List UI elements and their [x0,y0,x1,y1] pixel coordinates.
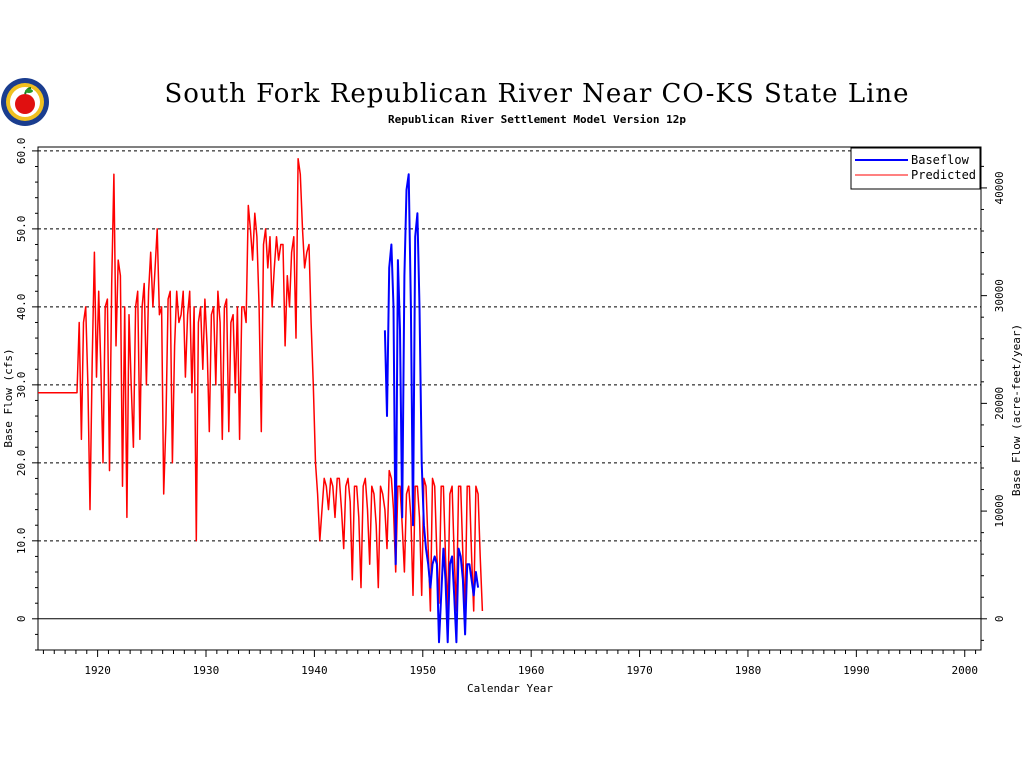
y-right-tick-label: 10000 [993,495,1006,528]
x-axis-label: Calendar Year [467,682,553,695]
y-axis-label-left: Base Flow (cfs) [2,348,15,447]
y-tick-label: 20.0 [15,450,28,477]
y-axis-label-right: Base Flow (acre-feet/year) [1010,324,1023,496]
y-right-tick-label: 0 [993,615,1006,622]
x-tick-label: 1950 [410,664,437,677]
legend-box [850,147,981,190]
x-tick-label: 1960 [518,664,545,677]
plot-frame [37,146,982,651]
legend-label-baseflow: Baseflow [911,153,970,167]
x-axis: 1920 1930 1940 1950 1960 1970 1980 1990 2000 [42,650,978,677]
y-tick-label: 40.0 [15,294,28,321]
y-tick-label: 10.0 [15,528,28,555]
grid-lines [38,150,981,620]
y-right-tick-label: 40000 [993,171,1006,204]
series-line-baseflow [383,173,480,644]
x-tick-label: 1920 [84,664,111,677]
x-tick-label: 1970 [626,664,653,677]
legend-label-predicted: Predicted [911,168,976,182]
y-tick-label: 30.0 [15,372,28,399]
series-line-predicted [38,157,484,612]
legend: Baseflow Predicted [850,147,981,190]
apple-logo-icon [1,78,49,126]
x-tick-label: 1990 [843,664,870,677]
series-layer [38,157,484,644]
y-right-tick-label: 20000 [993,387,1006,420]
x-tick-label: 1930 [193,664,220,677]
y-right-tick-label: 30000 [993,279,1006,312]
chart-subtitle: Republican River Settlement Model Versio… [388,113,686,126]
y-tick-label: 60.0 [15,138,28,165]
chart-title: South Fork Republican River Near CO-KS S… [164,79,909,109]
x-tick-label: 2000 [951,664,978,677]
y-tick-label: 50.0 [15,216,28,243]
y-tick-label: 0 [15,615,28,622]
y-axis-left: 0 10.0 20.0 30.0 40.0 50.0 60.0 [15,138,38,651]
y-axis-right: 0 10000 20000 30000 40000 [981,165,1006,641]
x-tick-label: 1980 [735,664,762,677]
x-tick-label: 1940 [301,664,328,677]
